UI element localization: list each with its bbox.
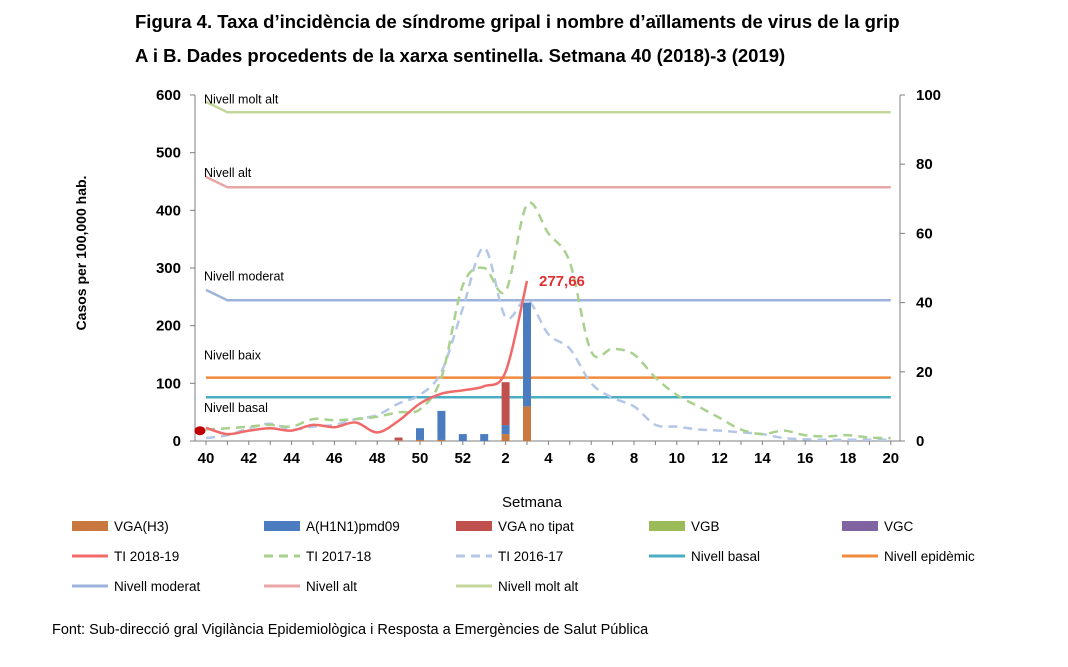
y2-tick-label: 60: [916, 225, 933, 242]
y-tick-label: 400: [156, 202, 181, 219]
legend-label-ti-2017-18: TI 2017-18: [306, 549, 371, 564]
legend-swatch-vgb: [649, 521, 685, 531]
level-line-very-high: [205, 100, 891, 114]
legend-label-nivell-alt: Nivell alt: [306, 579, 357, 594]
bar-a-h1n1-pmd09: [437, 410, 446, 440]
y2-tick-label: 100: [916, 87, 941, 104]
annotation-value: 277,66: [539, 273, 585, 290]
bar-a-h1n1-pmd09: [416, 428, 424, 440]
legend-label-nivell-epid-mic: Nivell epidèmic: [884, 549, 975, 564]
chart-title-line1: Figura 4. Taxa d’incidència de síndrome …: [135, 11, 900, 32]
x-tick-label: 4: [544, 450, 553, 467]
legend-label-vgb: VGB: [691, 519, 720, 534]
bar-vga-h3-: [523, 406, 531, 441]
level-line-high: [205, 175, 891, 189]
legend-label-nivell-moderat: Nivell moderat: [114, 579, 201, 594]
bar-vga-h3-: [501, 434, 510, 441]
legend-swatch-vgc: [842, 521, 878, 531]
bar-vga-h3-: [416, 439, 424, 441]
x-tick-label: 46: [326, 450, 343, 467]
y2-tick-label: 20: [916, 364, 933, 381]
y-axis-label: Casos per 100,000 hab.: [73, 176, 89, 331]
bar-a-h1n1-pmd09: [501, 425, 510, 435]
x-tick-label: 40: [198, 450, 215, 467]
y-tick-label: 300: [156, 260, 181, 277]
level-label: Nivell molt alt: [204, 93, 279, 107]
bar-a-h1n1-pmd09: [523, 302, 531, 407]
y2-tick-label: 0: [916, 433, 924, 450]
legend-label-vga-h3-: VGA(H3): [114, 519, 169, 534]
chart-title-line2: A i B. Dades procedents de la xarxa sent…: [135, 45, 786, 66]
series-line-ti-2018-19: [205, 280, 529, 436]
legend-label-a-h1n1-pmd09: A(H1N1)pmd09: [306, 519, 400, 534]
x-tick-label: 14: [754, 450, 771, 467]
x-tick-label: 6: [587, 450, 595, 467]
legend-label-ti-2016-17: TI 2016-17: [498, 549, 563, 564]
x-tick-label: 10: [668, 450, 685, 467]
legend-label-nivell-molt-alt: Nivell molt alt: [498, 579, 579, 594]
x-axis-label: Setmana: [502, 494, 563, 511]
legend-swatch-a-h1n1-pmd09: [264, 521, 300, 531]
x-tick-label: 44: [283, 450, 300, 467]
y-tick-label: 0: [173, 433, 181, 450]
x-tick-label: 20: [882, 450, 899, 467]
level-line-moderate: [205, 288, 891, 302]
x-tick-label: 50: [412, 450, 429, 467]
start-marker: [194, 426, 206, 436]
x-tick-label: 18: [840, 450, 857, 467]
series-line-ti-2016-17: [205, 246, 891, 442]
bar-a-h1n1-pmd09: [480, 434, 489, 441]
level-label: Nivell basal: [204, 401, 268, 415]
bar-vga-h3-: [437, 439, 446, 441]
bar-vga-no-tipat: [501, 382, 510, 426]
level-label: Nivell alt: [204, 166, 252, 180]
legend-label-vga-no-tipat: VGA no tipat: [498, 519, 574, 534]
bar-a-h1n1-pmd09: [458, 434, 467, 441]
legend-label-vgc: VGC: [884, 519, 914, 534]
x-tick-label: 2: [501, 450, 509, 467]
x-tick-label: 42: [240, 450, 257, 467]
x-tick-label: 12: [711, 450, 728, 467]
y2-tick-label: 40: [916, 295, 933, 312]
bar-vga-no-tipat: [394, 437, 403, 441]
x-tick-label: 8: [630, 450, 638, 467]
level-label: Nivell moderat: [204, 270, 284, 284]
level-label: Nivell baix: [204, 349, 262, 363]
bar-vga-h3-: [394, 440, 403, 441]
y-tick-label: 200: [156, 318, 181, 335]
series-line-ti-2017-18: [205, 201, 891, 440]
legend-swatch-vga-h3-: [72, 521, 108, 531]
y-tick-label: 100: [156, 375, 181, 392]
legend-swatch-vga-no-tipat: [456, 521, 492, 531]
legend-label-nivell-basal: Nivell basal: [691, 549, 760, 564]
y2-tick-label: 80: [916, 156, 933, 173]
source-note: Font: Sub-direcció gral Vigilància Epide…: [52, 622, 649, 638]
y-tick-label: 500: [156, 145, 181, 162]
x-tick-label: 16: [797, 450, 814, 467]
legend-label-ti-2018-19: TI 2018-19: [114, 549, 179, 564]
y-tick-label: 600: [156, 87, 181, 104]
x-tick-label: 48: [369, 450, 386, 467]
x-tick-label: 52: [454, 450, 471, 467]
